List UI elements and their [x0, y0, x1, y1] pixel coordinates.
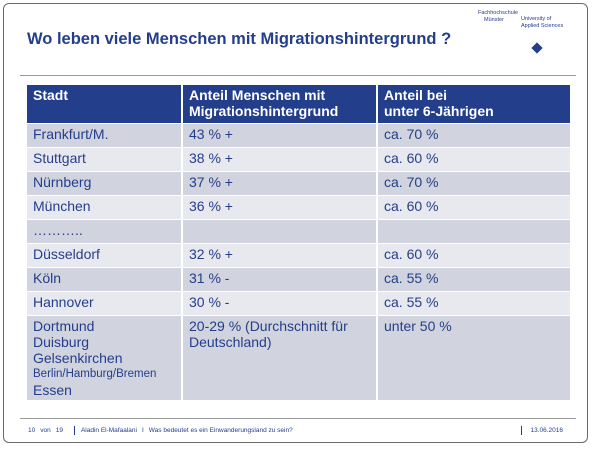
cell-text: Düsseldorf	[33, 246, 100, 262]
cell-text: Stuttgart	[33, 150, 86, 166]
cell-text: Duisburg	[33, 334, 90, 350]
page-of: von	[40, 427, 51, 435]
cell-text: 37 % +	[189, 174, 233, 190]
footer: 10 von 19 Aladin El-Mafaalani I Was bedeutet …	[28, 426, 568, 435]
slide-title: Wo leben viele Menschen mit Migrationshi…	[27, 30, 452, 48]
table-cell: Nürnberg	[27, 171, 183, 196]
header-text: Stadt	[33, 87, 68, 103]
page-total: 19	[55, 427, 63, 435]
header-text: unter 6-Jährigen	[384, 103, 494, 119]
table-cell: ca. 55 %	[377, 267, 572, 292]
table-cell: Hannover	[27, 291, 183, 316]
cell-text: 38 % +	[189, 150, 233, 166]
table-cell: Frankfurt/M.	[27, 123, 183, 148]
logo: Fachhochschule Münster University of App…	[478, 10, 573, 29]
table-cell: Stuttgart	[27, 147, 183, 172]
cell-text: ca. 70 %	[384, 126, 439, 142]
table-cell: ca. 70 %	[377, 123, 572, 148]
table-cell: ca. 70 %	[377, 171, 572, 196]
cell-text: 32 % +	[189, 246, 233, 262]
cell-text: ca. 55 %	[384, 270, 439, 286]
cell-text: Köln	[33, 270, 62, 286]
table-row: Frankfurt/M. 43 % + ca. 70 %	[27, 123, 572, 148]
page-number: 10	[28, 427, 36, 435]
table-cell: 37 % +	[181, 171, 378, 196]
table-cell: 31 % -	[181, 267, 378, 292]
table-cell: München	[27, 195, 183, 220]
table-cell: unter 50 %	[377, 315, 572, 401]
table-cell: 32 % +	[181, 243, 378, 268]
cell-text: ca. 55 %	[384, 294, 439, 310]
cell-text: Essen	[33, 382, 72, 398]
cell-text: Nürnberg	[33, 174, 92, 190]
slide-frame	[3, 3, 588, 443]
author: Aladin El-Mafaalani	[80, 427, 137, 435]
table-cell: 38 % +	[181, 147, 378, 172]
table-cell	[377, 219, 572, 244]
table-cell: ca. 60 %	[377, 243, 572, 268]
table-row: Köln 31 % - ca. 55 %	[27, 267, 572, 292]
table-cell: 20-29 % (Durchschnitt für Deutschland)	[181, 315, 378, 401]
table-row: Dortmund Duisburg Gelsenkirchen Berlin/Hamb…	[27, 315, 572, 401]
table-cell: ca. 55 %	[377, 291, 572, 316]
cell-text: ca. 60 %	[384, 246, 439, 262]
separator-text: I	[141, 427, 144, 435]
cell-text: ca. 70 %	[384, 174, 439, 190]
column-header: Stadt	[27, 85, 183, 124]
column-header: Anteil bei unter 6-Jährigen	[377, 85, 572, 124]
separator	[73, 426, 75, 435]
table-row: ………..	[27, 219, 572, 244]
table-row: Düsseldorf 32 % + ca. 60 %	[27, 243, 572, 268]
column-header: Anteil Menschen mit Migrationshintergrund	[182, 85, 378, 124]
table-cell: 36 % +	[181, 195, 378, 220]
cell-text: 30 % -	[189, 294, 230, 310]
cell-text: Berlin/Hamburg/Bremen	[33, 368, 157, 380]
header-text: Migrationshintergrund	[189, 103, 339, 119]
cell-text: 36 % +	[189, 198, 233, 214]
cell-text: 31 % -	[189, 270, 230, 286]
table-cell: 30 % -	[181, 291, 378, 316]
table-cell: Düsseldorf	[27, 243, 183, 268]
talk-title: Was bedeutet es ein Einwanderungsland zu…	[148, 427, 293, 435]
header-text: Anteil bei	[384, 87, 448, 103]
table-cell: Dortmund Duisburg Gelsenkirchen Berlin/Hamb…	[27, 315, 183, 401]
table-row: Nürnberg 37 % + ca. 70 %	[27, 171, 572, 196]
table-row: München 36 % + ca. 60 %	[27, 195, 572, 220]
cell-text: ca. 60 %	[384, 150, 439, 166]
table-row: Hannover 30 % - ca. 55 %	[27, 291, 572, 316]
logo-text: University of	[521, 16, 552, 22]
table-cell: 43 % +	[181, 123, 378, 148]
table-body: Frankfurt/M. 43 % + ca. 70 % Stuttgart 38 % …	[27, 123, 572, 401]
cell-text: 20-29 % (Durchschnitt für Deutschland)	[189, 318, 348, 350]
cell-text: Gelsenkirchen	[33, 350, 123, 366]
logo-text: Applied Sciences	[521, 22, 564, 29]
logo-text: Münster	[484, 16, 504, 23]
cell-text: ca. 60 %	[384, 198, 439, 214]
cell-text: Hannover	[33, 294, 94, 310]
cell-text: unter 50 %	[384, 318, 452, 334]
header-row: Stadt Anteil Menschen mit Migrationshinter…	[27, 85, 572, 124]
table-cell	[181, 219, 378, 244]
logo-text: Fachhochschule	[478, 10, 519, 16]
cell-text: ………..	[33, 222, 83, 238]
data-table: Stadt Anteil Menschen mit Migrationshinter…	[27, 85, 572, 401]
cell-text: 43 % +	[189, 126, 233, 142]
table-cell: ca. 60 %	[377, 195, 572, 220]
divider	[20, 75, 576, 76]
divider	[20, 418, 576, 419]
cell-text: Dortmund	[33, 318, 95, 334]
table-cell: Köln	[27, 267, 183, 292]
header-text: Anteil Menschen mit	[189, 87, 326, 103]
table-cell: ………..	[27, 219, 183, 244]
date: 13.06.2016	[521, 426, 563, 435]
cell-text: München	[33, 198, 91, 214]
table-row: Stuttgart 38 % + ca. 60 %	[27, 147, 572, 172]
table-cell: ca. 60 %	[377, 147, 572, 172]
cell-text: Frankfurt/M.	[33, 126, 109, 142]
